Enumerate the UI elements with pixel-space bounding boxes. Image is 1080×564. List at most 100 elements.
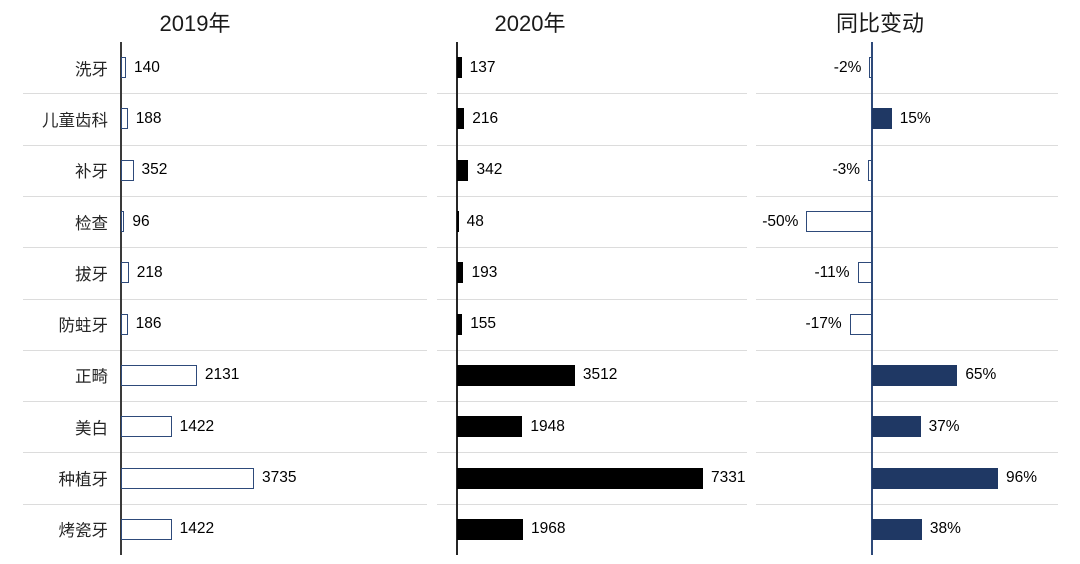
bar-value-label: -17% xyxy=(805,315,842,333)
row-gridline xyxy=(437,247,747,248)
bar xyxy=(457,262,464,284)
row-gridline xyxy=(756,93,1058,94)
bar xyxy=(872,518,922,540)
bar-value-label: -2% xyxy=(833,58,862,76)
row-gridline xyxy=(756,247,1058,248)
row-gridline xyxy=(756,401,1058,402)
bar xyxy=(121,518,172,540)
bar-value-label: 1948 xyxy=(530,417,565,435)
row-gridline xyxy=(23,145,427,146)
bar-value-label: 3735 xyxy=(262,469,297,487)
bar-value-label: 1422 xyxy=(179,520,215,538)
bar-value-label: 96 xyxy=(132,212,150,230)
bar-value-label: 37% xyxy=(928,417,960,435)
bar xyxy=(869,57,872,79)
bar xyxy=(121,211,125,233)
bar-value-label: 7331 xyxy=(711,469,746,487)
bar-value-label: 216 xyxy=(472,109,499,127)
row-gridline xyxy=(437,401,747,402)
category-label: 美白 xyxy=(75,419,108,438)
bar xyxy=(121,313,128,335)
bar-value-label: 140 xyxy=(133,58,160,76)
category-label: 儿童齿科 xyxy=(42,111,108,130)
value-axis-line xyxy=(871,42,873,555)
panel-title-yoy-change: 同比变动 xyxy=(835,11,925,36)
row-gridline xyxy=(437,299,747,300)
row-gridline xyxy=(23,196,427,197)
bar xyxy=(457,313,463,335)
row-gridline xyxy=(437,504,747,505)
category-label: 检查 xyxy=(75,214,108,233)
panel-title-2020: 2020年 xyxy=(494,11,566,36)
bar xyxy=(457,518,524,540)
row-gridline xyxy=(437,350,747,351)
bar-value-label: 155 xyxy=(470,315,497,333)
row-gridline xyxy=(23,504,427,505)
bar xyxy=(457,211,459,233)
bar xyxy=(857,262,872,284)
category-label: 补牙 xyxy=(75,163,108,182)
bar xyxy=(457,108,465,130)
row-gridline xyxy=(437,452,747,453)
category-label: 正畸 xyxy=(75,368,108,387)
row-gridline xyxy=(23,452,427,453)
bar xyxy=(121,57,126,79)
panel-title-2019: 2019年 xyxy=(159,11,231,36)
row-gridline xyxy=(23,93,427,94)
category-label: 防蛀牙 xyxy=(58,317,109,336)
row-gridline xyxy=(23,401,427,402)
bar xyxy=(457,364,575,386)
bar xyxy=(872,364,958,386)
bar xyxy=(121,416,172,438)
bar-value-label: 218 xyxy=(136,263,163,281)
bar xyxy=(849,313,872,335)
bar-value-label: 352 xyxy=(141,161,168,179)
bar xyxy=(868,159,872,181)
bar xyxy=(457,467,703,489)
row-gridline xyxy=(756,452,1058,453)
bar-value-label: 65% xyxy=(965,366,997,384)
row-gridline xyxy=(23,299,427,300)
category-label: 洗牙 xyxy=(75,60,108,79)
bar xyxy=(872,467,998,489)
bar-value-label: 137 xyxy=(469,58,496,76)
bar-value-label: -50% xyxy=(762,212,799,230)
row-gridline xyxy=(756,145,1058,146)
category-label: 拔牙 xyxy=(75,265,108,284)
bar xyxy=(872,108,892,130)
value-axis-line xyxy=(456,42,458,555)
value-axis-line xyxy=(120,42,122,555)
bar-value-label: 193 xyxy=(471,263,498,281)
row-gridline xyxy=(437,196,747,197)
bar-value-label: 1968 xyxy=(531,520,566,538)
category-label: 烤瓷牙 xyxy=(58,522,109,541)
row-gridline xyxy=(756,196,1058,197)
bar xyxy=(872,416,921,438)
row-gridline xyxy=(756,350,1058,351)
row-gridline xyxy=(756,504,1058,505)
bar-value-label: 38% xyxy=(929,520,961,538)
bar-value-label: 2131 xyxy=(204,366,240,384)
bar xyxy=(457,159,469,181)
bar xyxy=(121,108,128,130)
bar xyxy=(806,211,872,233)
bar xyxy=(457,57,462,79)
bar-value-label: 48 xyxy=(466,212,484,230)
bar xyxy=(121,262,129,284)
row-gridline xyxy=(437,145,747,146)
bar-value-label: 1422 xyxy=(179,417,215,435)
row-gridline xyxy=(756,299,1058,300)
bar-value-label: 96% xyxy=(1006,469,1038,487)
row-gridline xyxy=(23,247,427,248)
row-gridline xyxy=(23,350,427,351)
bar xyxy=(121,467,254,489)
category-label: 种植牙 xyxy=(58,471,109,490)
bar-value-label: -11% xyxy=(814,263,850,281)
bar-value-label: 15% xyxy=(899,109,931,127)
bar-value-label: 186 xyxy=(135,315,162,333)
bar-value-label: -3% xyxy=(832,161,861,179)
bar xyxy=(121,364,197,386)
bar-value-label: 188 xyxy=(135,109,162,127)
bar-value-label: 342 xyxy=(476,161,503,179)
